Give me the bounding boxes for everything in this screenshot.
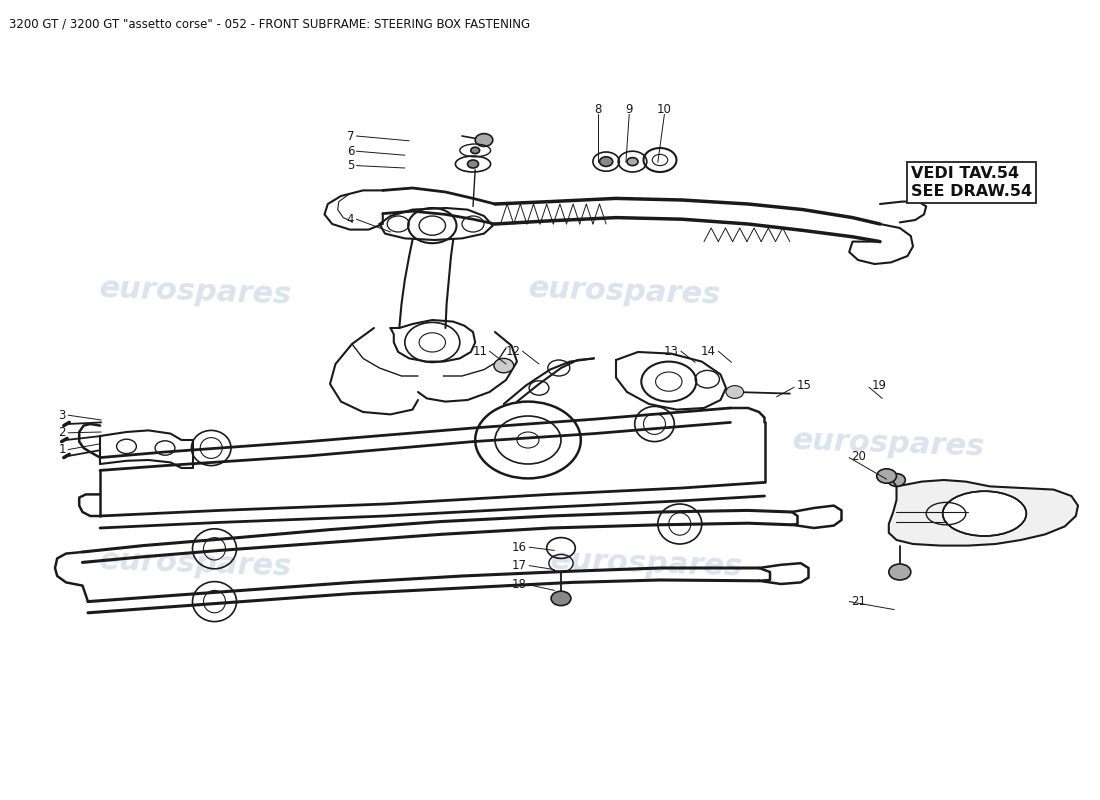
Text: 18: 18 xyxy=(512,578,527,591)
Text: 9: 9 xyxy=(626,103,632,116)
Text: 7: 7 xyxy=(346,130,354,142)
Text: 3200 GT / 3200 GT "assetto corse" - 052 - FRONT SUBFRAME: STEERING BOX FASTENING: 3200 GT / 3200 GT "assetto corse" - 052 … xyxy=(9,18,530,30)
Text: 5: 5 xyxy=(346,159,354,172)
Text: 2: 2 xyxy=(58,426,66,439)
Text: eurospares: eurospares xyxy=(528,274,722,310)
Circle shape xyxy=(471,147,480,154)
Circle shape xyxy=(726,386,744,398)
Text: VEDI TAV.54
SEE DRAW.54: VEDI TAV.54 SEE DRAW.54 xyxy=(911,166,1032,198)
Text: 1: 1 xyxy=(58,443,66,456)
Text: 15: 15 xyxy=(796,379,812,392)
Text: 19: 19 xyxy=(871,379,887,392)
Circle shape xyxy=(494,358,514,373)
Circle shape xyxy=(468,160,478,168)
Circle shape xyxy=(877,469,896,483)
Text: eurospares: eurospares xyxy=(99,546,293,582)
Text: eurospares: eurospares xyxy=(792,426,986,462)
Text: eurospares: eurospares xyxy=(99,274,293,310)
Circle shape xyxy=(888,474,905,486)
Ellipse shape xyxy=(943,491,1026,536)
Text: 4: 4 xyxy=(346,213,354,226)
Text: 17: 17 xyxy=(512,559,527,572)
Text: 16: 16 xyxy=(512,541,527,554)
Text: 13: 13 xyxy=(663,345,679,358)
Text: eurospares: eurospares xyxy=(550,546,744,582)
Text: 12: 12 xyxy=(505,345,520,358)
Text: 11: 11 xyxy=(472,345,487,358)
Polygon shape xyxy=(889,480,1078,546)
Circle shape xyxy=(475,134,493,146)
Text: 6: 6 xyxy=(346,145,354,158)
Circle shape xyxy=(889,564,911,580)
Text: 8: 8 xyxy=(595,103,602,116)
Text: 21: 21 xyxy=(851,595,867,608)
Text: 14: 14 xyxy=(701,345,716,358)
Circle shape xyxy=(627,158,638,166)
Circle shape xyxy=(600,157,613,166)
Text: 20: 20 xyxy=(851,450,867,462)
Text: 3: 3 xyxy=(58,409,66,422)
Text: 10: 10 xyxy=(657,103,672,116)
Circle shape xyxy=(551,591,571,606)
